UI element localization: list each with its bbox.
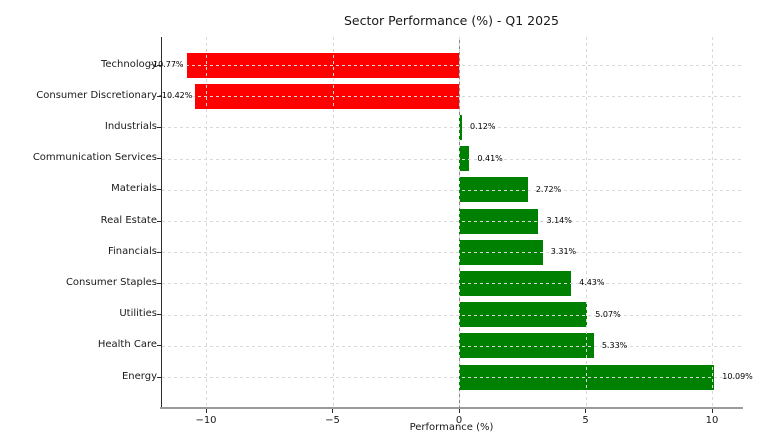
value-label-energy: 10.09%	[722, 372, 753, 381]
x-gridline	[712, 37, 713, 408]
value-label-real-estate: 3.14%	[546, 216, 572, 225]
x-axis-spine	[160, 407, 743, 409]
chart-title: Sector Performance (%) - Q1 2025	[343, 13, 559, 28]
x-gridline	[459, 37, 460, 408]
x-tick-mark	[205, 409, 207, 413]
y-gridline	[162, 377, 741, 378]
y-tick-mark	[157, 126, 162, 129]
y-tick-mark	[157, 158, 162, 160]
category-label-health-care: Health Care	[97, 339, 157, 351]
y-tick-mark	[157, 345, 162, 347]
category-label-financials: Financials	[108, 245, 157, 257]
category-label-communication-services: Communication Services	[32, 152, 157, 164]
value-label-utilities: 5.07%	[595, 309, 621, 319]
y-tick-mark	[157, 189, 162, 191]
value-label-consumer-discretionary: -10.42%	[158, 91, 193, 101]
x-gridline	[332, 37, 334, 408]
x-tick-mark	[458, 409, 460, 413]
category-label-consumer-staples: Consumer Staples	[65, 276, 157, 288]
y-gridline	[162, 345, 741, 347]
y-tick-mark	[157, 314, 162, 316]
y-tick-mark	[157, 220, 162, 222]
y-tick-mark	[157, 251, 162, 253]
x-tick-label: 10	[705, 415, 719, 426]
x-axis-label: Performance (%)	[409, 422, 494, 433]
y-tick-mark	[157, 282, 162, 285]
value-label-health-care: 5.33%	[601, 340, 628, 350]
category-label-consumer-discretionary: Consumer Discretionary	[36, 89, 157, 101]
category-label-real-estate: Real Estate	[100, 214, 157, 226]
y-gridline	[162, 127, 741, 129]
y-axis-spine	[161, 37, 163, 408]
category-label-technology: Technology	[100, 58, 157, 70]
x-tick-label: −10	[195, 415, 217, 426]
y-gridline	[162, 189, 741, 191]
x-tick-mark	[585, 409, 587, 413]
plot-area: −10 −5 0 5 10	[157, 37, 743, 426]
y-tick-mark	[157, 64, 162, 66]
category-label-energy: Energy	[121, 370, 157, 382]
y-tick-mark	[157, 376, 162, 378]
x-gridline	[206, 37, 207, 408]
value-label-industrials: 0.12%	[470, 122, 496, 132]
category-label-utilities: Utilities	[119, 308, 157, 320]
y-gridline	[162, 158, 741, 160]
category-label-industrials: Industrials	[104, 120, 157, 132]
y-gridline	[162, 314, 741, 316]
value-label-consumer-staples: 4.43%	[579, 278, 605, 288]
x-gridline	[585, 37, 587, 408]
y-tick-mark	[157, 95, 162, 97]
y-gridline	[162, 252, 741, 254]
x-tick-mark	[332, 409, 334, 413]
value-label-materials: 2.72%	[535, 184, 562, 194]
value-label-communication-services: 0.41%	[477, 153, 503, 163]
x-tick-label: 5	[582, 415, 589, 426]
x-tick-label: −5	[325, 415, 340, 426]
category-label-materials: Materials	[111, 183, 157, 195]
value-label-technology: -10.77%	[150, 60, 184, 69]
y-gridline	[162, 221, 741, 222]
value-label-financials: 3.31%	[550, 247, 577, 257]
y-gridline	[162, 283, 741, 285]
x-tick-label: 0	[455, 415, 463, 426]
y-gridline	[162, 96, 741, 98]
y-gridline	[162, 65, 741, 66]
x-tick-mark	[711, 409, 713, 413]
